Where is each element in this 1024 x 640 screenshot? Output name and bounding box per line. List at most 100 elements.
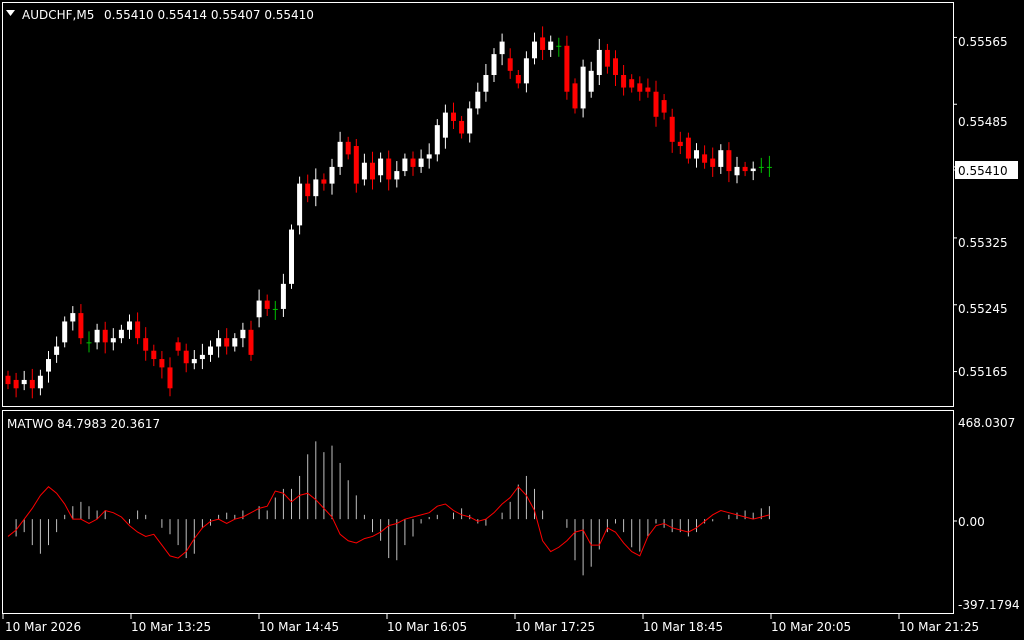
candle-body [297,183,303,226]
candle [159,351,165,379]
time-axis-label: 10 Mar 14:45 [259,620,339,634]
candle-body [685,137,691,159]
candle-body [588,70,594,92]
candle [694,143,699,168]
current-price-label: 0.55410 [958,164,1008,178]
candle [702,145,708,169]
candle-body [224,338,230,347]
candle-body [280,283,286,309]
candle [321,173,327,191]
candle [110,328,116,351]
candle-body [418,158,424,167]
candle-body [167,367,173,389]
candle [507,48,513,79]
candle [191,350,197,370]
candle-body [232,338,238,347]
candle-body [248,329,254,355]
candle-body [629,79,635,88]
candle-body [78,313,84,339]
candle [175,337,181,356]
candle-body [370,162,375,180]
candle-body [21,379,27,385]
symbol-menu-triangle-icon[interactable] [6,10,15,16]
candle [410,151,416,176]
candle [621,64,627,96]
candle-body [475,91,481,109]
candle [629,74,635,93]
candle [102,321,108,354]
candle [596,38,602,86]
candle-body [289,229,294,284]
candle [13,372,19,398]
candle-body [216,338,222,347]
candle [329,158,335,195]
indicator-axis-label: -397.1794 [958,598,1020,612]
candle [37,369,43,396]
candle [758,157,764,173]
candle-body [110,338,116,343]
candle [394,161,400,188]
candlestick-series[interactable] [5,26,772,399]
candle-body [523,58,529,84]
indicator-axis-label: 468.0307 [958,416,1015,430]
candle-body [451,112,456,121]
time-axis-label: 10 Mar 21:25 [899,620,979,634]
candle-body [208,346,213,355]
candle-body [499,41,505,55]
candle [515,69,521,89]
candle [370,151,375,190]
quote-label: 0.55410 0.55414 0.55407 0.55410 [104,8,314,22]
candle [5,370,11,390]
candle [540,26,546,60]
candle-body [272,308,278,310]
candle [556,37,562,57]
price-axis-label: 0.55325 [958,236,1008,250]
candle [742,161,748,177]
candle [532,32,537,65]
candle-body [532,41,537,59]
candle [272,300,278,320]
candle [361,153,367,186]
time-axis-label: 10 Mar 2026 [5,620,81,634]
candle-body [13,379,19,389]
candle-body [718,150,724,167]
candle [232,333,238,352]
candle [491,48,497,83]
candle [588,61,594,98]
candle-body [766,166,772,168]
candle-body [175,342,181,351]
candle-body [94,329,100,343]
candle [86,331,92,353]
candle-body [515,75,521,84]
candle-body [580,66,586,109]
candle-body [54,346,60,355]
candle [46,351,51,383]
candle [459,115,465,139]
candle [256,289,262,328]
candle-body [240,329,246,339]
symbol-label: AUDCHF,M5 [22,8,94,22]
candle-body [507,58,513,71]
candle [62,316,68,348]
candle-body [151,350,157,360]
candle-body [46,359,51,372]
candle [442,104,448,149]
candle-body [386,158,392,180]
candle [467,101,473,143]
matwo-histogram [15,441,770,576]
candle [637,76,643,101]
candle-body [305,183,311,197]
candle [135,312,141,345]
candle [604,43,610,74]
candle [78,304,84,345]
candle-body [256,300,262,318]
candle [143,327,149,361]
candle-body [540,37,546,50]
candle [548,35,554,57]
candle-body [564,45,570,92]
candle-body [135,321,141,339]
candle-body [183,350,189,364]
candle-body [159,359,165,368]
candle [118,324,124,344]
